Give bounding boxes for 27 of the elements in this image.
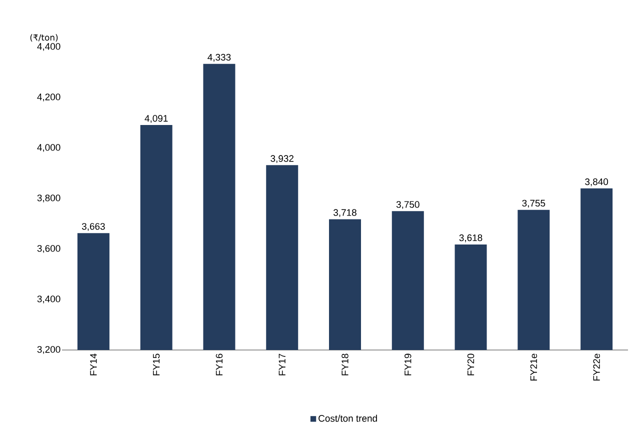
- y-tick-label: 3,200: [37, 346, 60, 354]
- data-label: 3,755: [522, 200, 546, 208]
- legend-label: Cost/ton trend: [318, 414, 377, 422]
- x-tick-label: FY16: [216, 354, 223, 376]
- x-tick-label: FY15: [153, 354, 160, 376]
- y-tick-label: 3,800: [37, 194, 60, 202]
- data-label: 4,091: [144, 115, 168, 123]
- x-tick-label: FY22e: [593, 354, 600, 380]
- data-label: 3,618: [459, 234, 482, 242]
- y-tick-label: 4,000: [37, 144, 60, 152]
- x-tick-label: FY20: [467, 354, 474, 376]
- data-label: 3,840: [585, 178, 608, 186]
- data-label: 3,932: [270, 155, 294, 163]
- x-tick-label: FY21e: [530, 354, 538, 380]
- x-tick-label: FY14: [90, 354, 97, 376]
- y-tick-label: 3,400: [37, 296, 60, 304]
- x-tick-label: FY19: [404, 354, 412, 376]
- data-label: 4,333: [208, 54, 231, 62]
- y-tick-label: 3,600: [37, 245, 60, 253]
- data-label: 3,718: [334, 209, 356, 218]
- data-label: 3,663: [82, 223, 105, 231]
- x-tick-label: FY18: [342, 354, 348, 376]
- y-tick-label: 4,400: [37, 43, 60, 51]
- data-label: 3,750: [396, 201, 420, 209]
- y-axis-title: (₹/ton): [30, 34, 58, 42]
- y-tick-label: 4,200: [37, 94, 60, 102]
- x-tick-label: FY17: [278, 354, 286, 376]
